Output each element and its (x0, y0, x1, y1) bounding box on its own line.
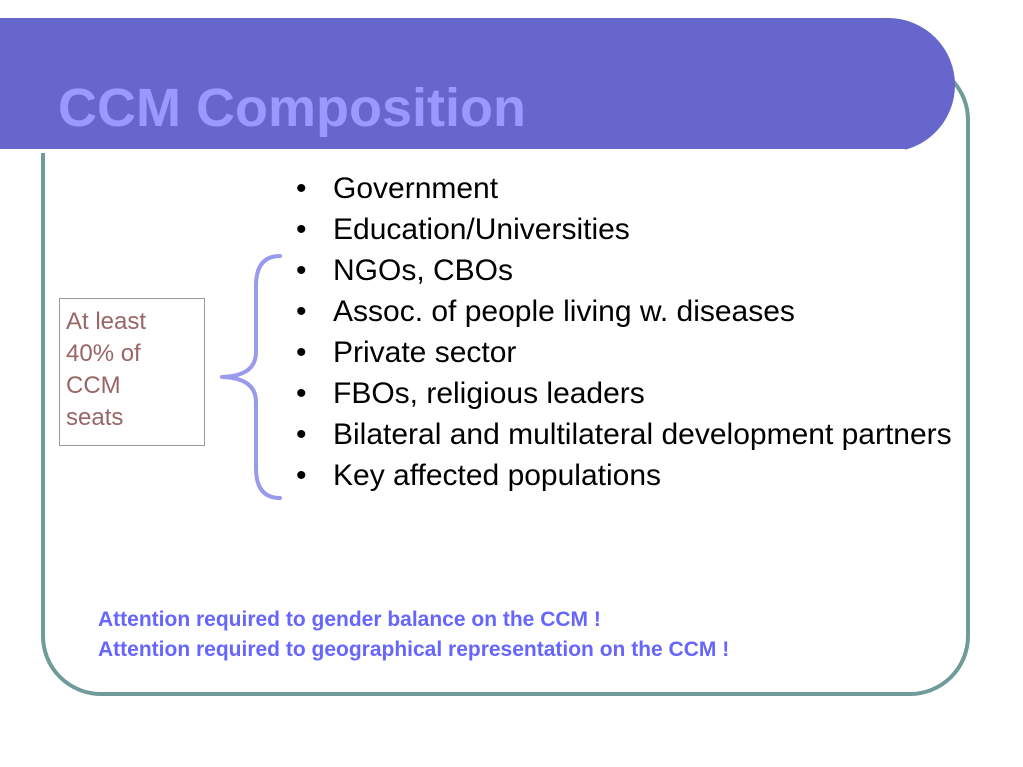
list-item: Government (296, 168, 956, 209)
list-item: Education/Universities (296, 209, 956, 250)
member-categories-list: Government Education/Universities NGOs, … (296, 168, 956, 496)
list-item: Assoc. of people living w. diseases (296, 291, 956, 332)
list-item: Private sector (296, 332, 956, 373)
geographic-representation-note: Attention required to geographical repre… (98, 638, 730, 661)
seats-note-box: At least 40% of CCM seats (59, 298, 205, 446)
seats-note-line: CCM (66, 372, 121, 399)
seats-note-line: At least (66, 308, 147, 335)
list-item: Key affected populations (296, 455, 956, 496)
title-underline (0, 149, 905, 153)
slide-title: CCM Composition (58, 78, 526, 138)
attention-notes: Attention required to gender balance on … (98, 605, 729, 665)
seats-note-line: seats (66, 404, 124, 431)
curly-brace-icon (220, 254, 282, 500)
list-item: NGOs, CBOs (296, 250, 956, 291)
gender-balance-note: Attention required to gender balance on … (98, 608, 601, 631)
seats-note-line: 40% of (66, 340, 141, 367)
title-band (0, 18, 955, 153)
list-item: Bilateral and multilateral development p… (296, 414, 956, 455)
list-item: FBOs, religious leaders (296, 373, 956, 414)
